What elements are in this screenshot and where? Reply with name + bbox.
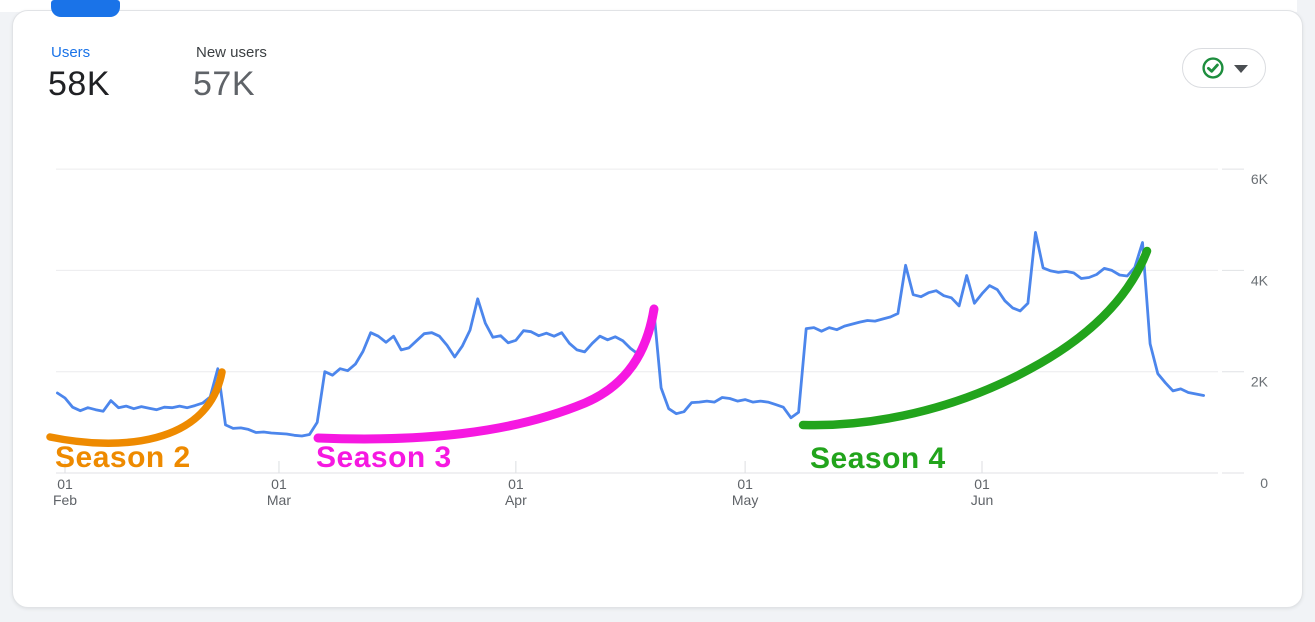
svg-text:May: May (732, 492, 758, 508)
svg-text:6K: 6K (1251, 171, 1269, 187)
data-quality-dropdown-button[interactable] (1182, 48, 1266, 88)
selected-metric-tab-indicator[interactable] (51, 0, 120, 17)
season-3-annotation-label: Season 3 (316, 441, 452, 474)
svg-text:2K: 2K (1251, 374, 1269, 390)
svg-text:01: 01 (737, 476, 753, 492)
svg-text:4K: 4K (1251, 272, 1269, 288)
check-circle-icon (1201, 56, 1225, 80)
page-top-strip (0, 0, 1297, 12)
svg-text:01: 01 (974, 476, 990, 492)
caret-down-icon (1233, 65, 1248, 73)
svg-text:01: 01 (271, 476, 287, 492)
svg-text:01: 01 (508, 476, 524, 492)
metric-users-value: 58K (48, 65, 110, 103)
season-4-annotation-label: Season 4 (810, 442, 946, 475)
svg-text:Feb: Feb (53, 492, 77, 508)
season-2-annotation-label: Season 2 (55, 441, 191, 474)
metric-users-label[interactable]: Users (51, 44, 91, 61)
svg-text:Apr: Apr (505, 492, 527, 508)
metric-new-users-value: 57K (193, 65, 255, 103)
svg-text:0: 0 (1260, 475, 1268, 491)
svg-text:Jun: Jun (971, 492, 994, 508)
metric-new-users-label[interactable]: New users (196, 44, 267, 61)
svg-text:Mar: Mar (267, 492, 291, 508)
svg-text:01: 01 (57, 476, 73, 492)
